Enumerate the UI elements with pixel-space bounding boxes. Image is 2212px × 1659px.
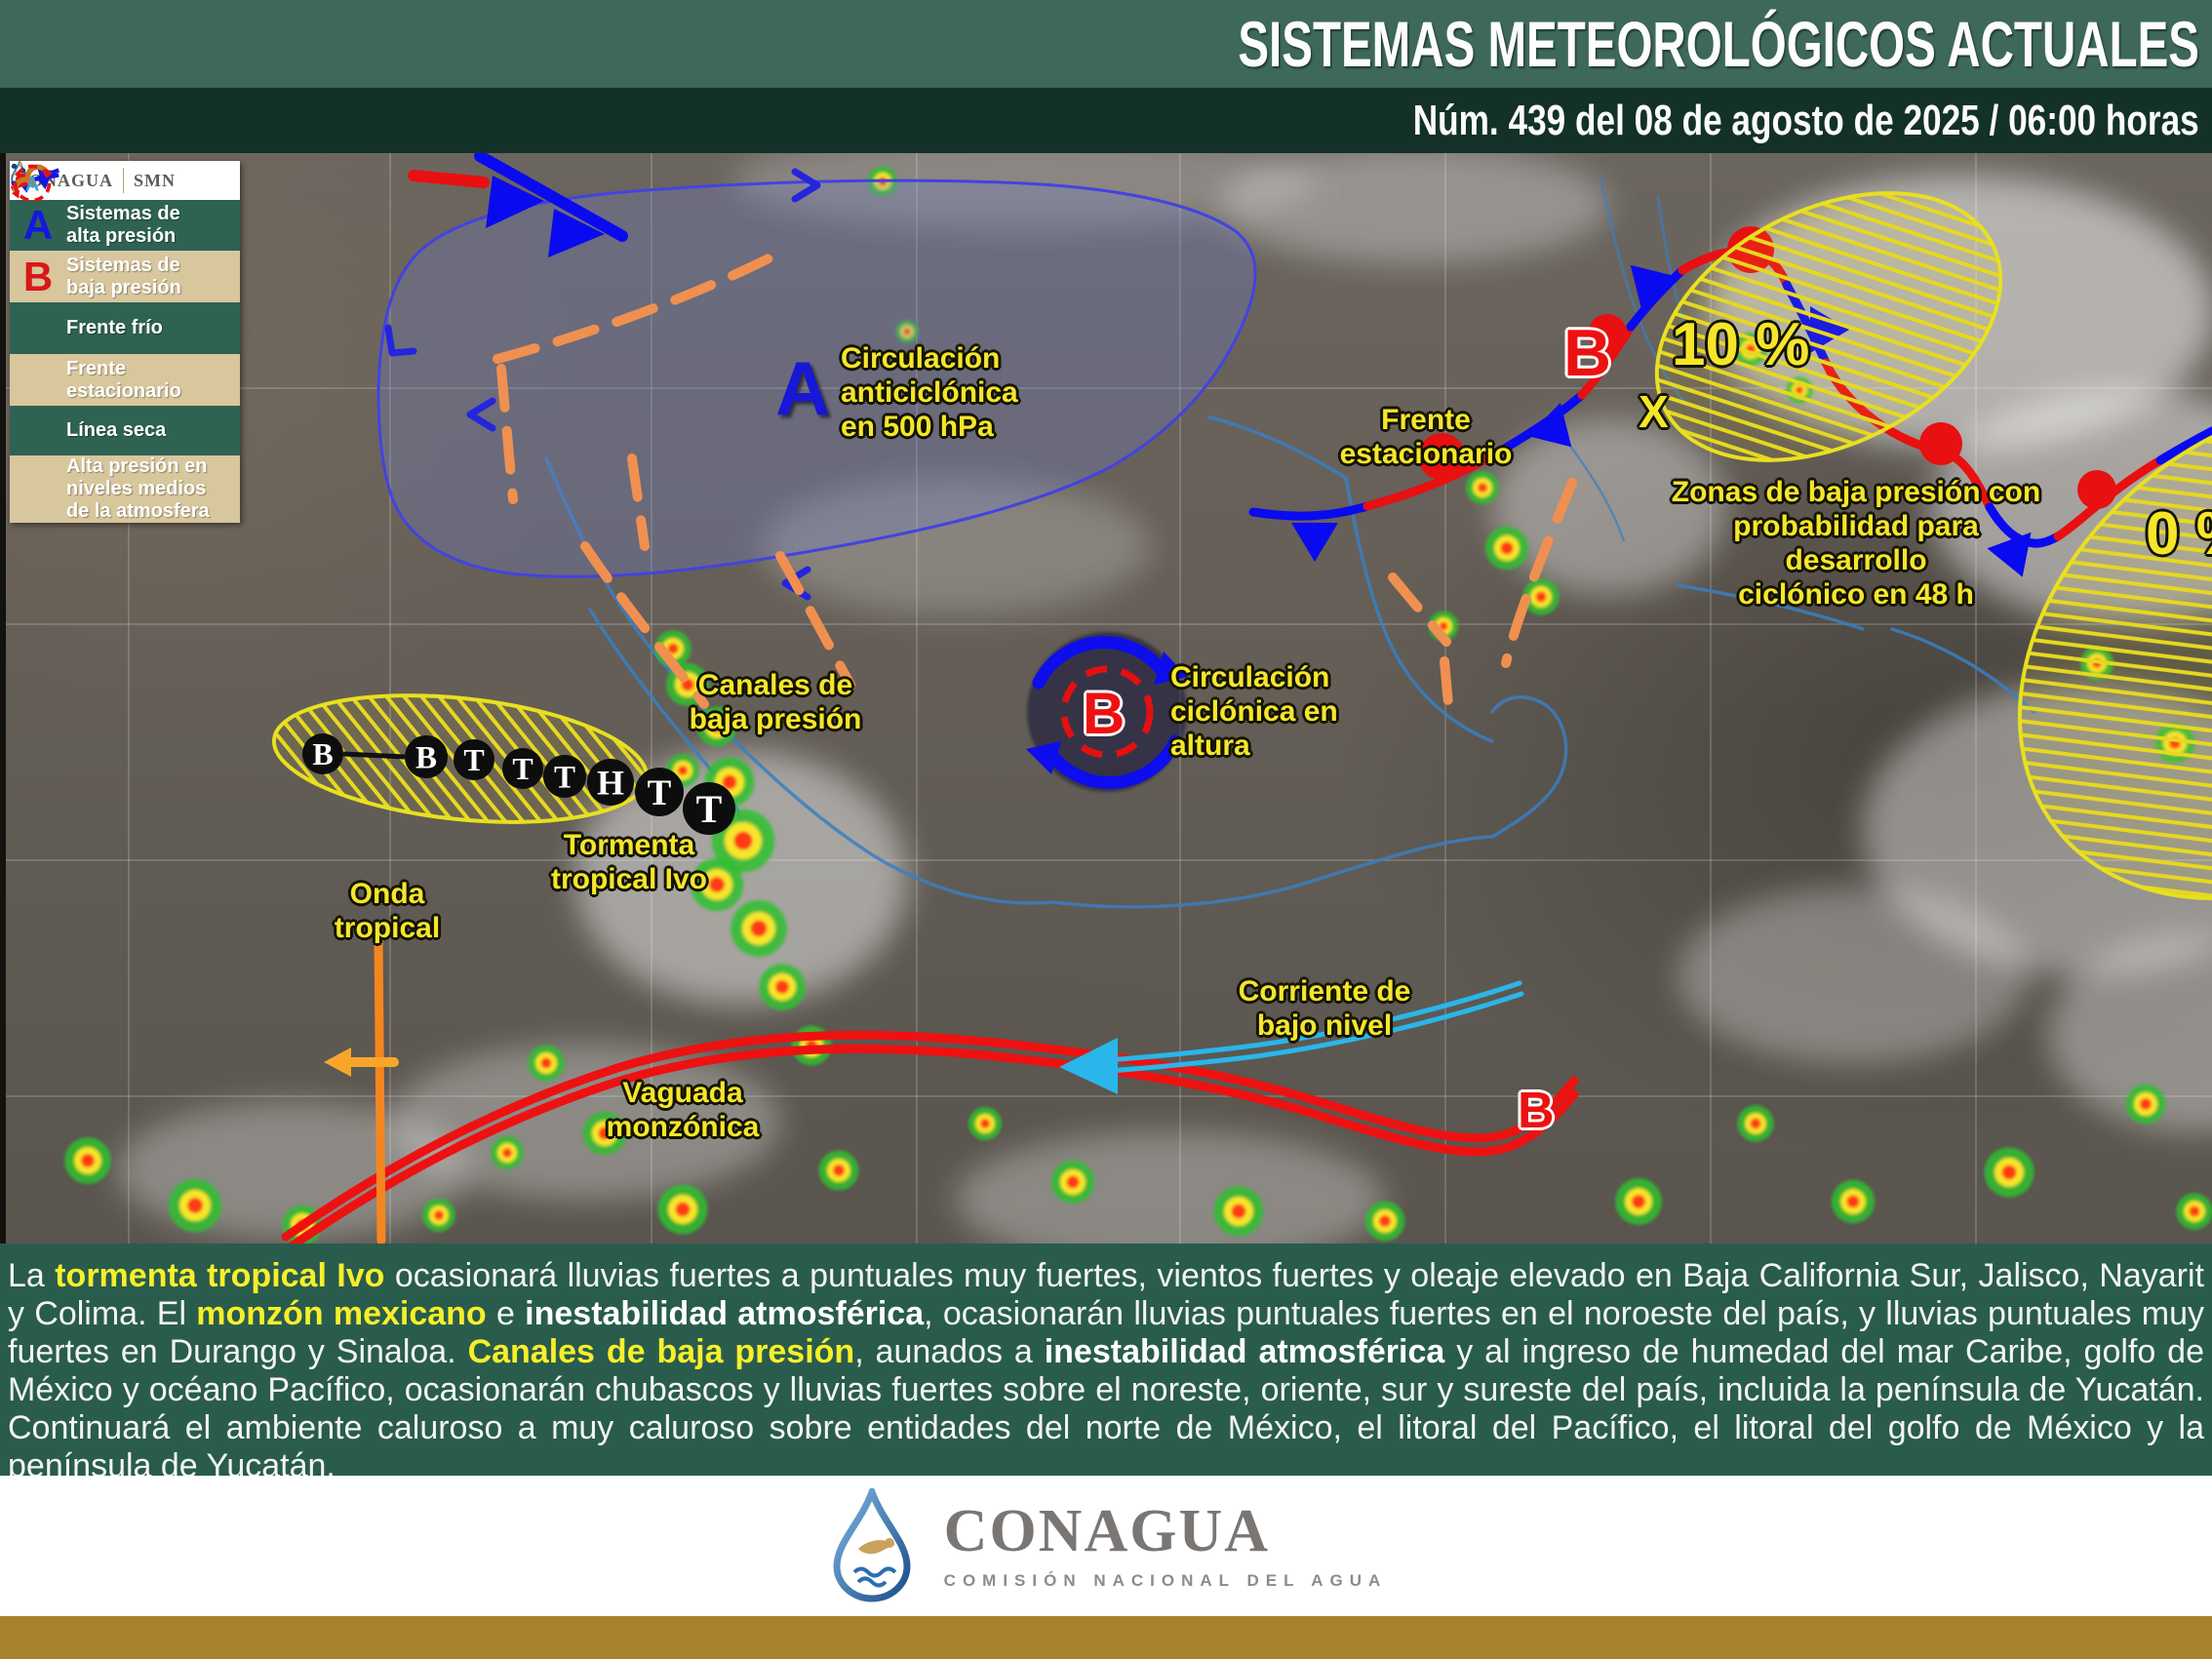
legend-item-label: Línea seca	[66, 419, 167, 441]
low-pressure-b-marker-north: B	[1563, 316, 1612, 390]
legend-item-cold-front: Frente frío	[10, 173, 240, 354]
footer-bar: CONAGUA COMISIÓN NACIONAL DEL AGUA	[0, 1476, 2212, 1616]
svg-text:T: T	[463, 742, 484, 777]
conagua-logo-drop-icon	[833, 1488, 911, 1602]
label-probability-0: 0 %	[2146, 500, 2212, 568]
legend-item-high-mid-level: A Alta presión en niveles medios de la a…	[10, 164, 240, 523]
tropical-wave-line	[324, 933, 399, 1244]
legend-item-low-pressure: B Sistemas de baja presión	[10, 251, 240, 302]
legend-item-label: Sistemas de baja presión	[66, 254, 181, 298]
low-pressure-channels	[493, 247, 1577, 709]
svg-text:T: T	[512, 751, 533, 786]
x-marker-icon: X	[1639, 386, 1669, 437]
svg-text:B: B	[415, 741, 437, 776]
high-pressure-a-marker: A	[775, 345, 831, 431]
monsoon-trough-line	[281, 1030, 1579, 1244]
map-legend: CONAGUA SMN A Sistemas de alta presión B…	[10, 161, 240, 523]
cyclonic-development-zones	[1654, 191, 2212, 901]
label-monsoon-trough: Vaguada monzónica	[606, 1077, 760, 1143]
footer-gold-bar	[0, 1616, 2212, 1659]
low-pressure-b-marker-trough: B	[1518, 1083, 1555, 1139]
subheader-bar: Núm. 439 del 08 de agosto de 2025 / 06:0…	[0, 88, 2212, 153]
cold-front	[408, 153, 628, 257]
svg-text:T: T	[554, 761, 575, 796]
label-low-level-jet: Corriente de bajo nivel	[1238, 975, 1411, 1042]
high-pressure-a-icon: A	[22, 202, 54, 248]
legend-item-label: Frente frío	[66, 317, 163, 338]
label-tropical-wave: Onda tropical	[334, 878, 441, 944]
low-pressure-b-marker-cyclonic: B	[1083, 681, 1126, 746]
label-probability-10: 10 %	[1672, 311, 1810, 378]
high-mid-level-icon: A	[11, 164, 54, 203]
label-development-zones: Zonas de baja presión con probabilidad p…	[1671, 476, 2041, 611]
footer-conagua-wordmark: CONAGUA	[943, 1498, 1270, 1564]
track-point: B B T T T H T T	[302, 733, 735, 835]
bulletin-number: Núm. 439 del 08 de agosto de 2025 / 06:0…	[1413, 96, 2200, 144]
svg-text:H: H	[597, 764, 624, 803]
storm-track: B B T T T H T T	[271, 693, 735, 835]
footer-logo-text: CONAGUA COMISIÓN NACIONAL DEL AGUA	[944, 1501, 1388, 1591]
low-level-jet-arrow	[1059, 980, 1524, 1094]
footer-conagua-subtext: COMISIÓN NACIONAL DEL AGUA	[943, 1571, 1388, 1590]
highlight-instability-2: inestabilidad atmosférica	[1044, 1333, 1445, 1370]
legend-smn-wordmark: SMN	[134, 170, 176, 190]
legend-divider	[123, 168, 124, 193]
highlight-instability-1: inestabilidad atmosférica	[525, 1295, 925, 1332]
anticyclone-region	[376, 168, 1257, 601]
header-bar: SISTEMAS METEOROLÓGICOS ACTUALES	[0, 0, 2212, 88]
legend-item-high-pressure: A Sistemas de alta presión	[10, 200, 240, 251]
legend-item-label: Frente estacionario	[66, 357, 181, 402]
low-pressure-b-icon: B	[22, 253, 54, 299]
label-low-pressure-channels: Canales de baja presión	[689, 669, 862, 735]
legend-item-label: Sistemas de alta presión	[66, 203, 180, 247]
svg-text:B: B	[312, 736, 333, 771]
map-overlay-graphics: B B T T T H T T	[0, 153, 2212, 1244]
svg-text:A: A	[25, 174, 40, 195]
cold-triangle-icon	[1291, 264, 2032, 577]
map-left-edge	[0, 153, 6, 1244]
highlight-storm-ivo: tormenta tropical Ivo	[55, 1257, 385, 1294]
label-stationary-front: Frente estacionario	[1339, 404, 1513, 470]
summary-band: La tormenta tropical Ivo ocasionará lluv…	[0, 1244, 2212, 1484]
cyclonic-circulation-icon	[1026, 632, 1188, 792]
label-cyclonic-circulation: Circulación ciclónica en altura	[1170, 661, 1338, 762]
flow-chevron-icon	[384, 168, 821, 601]
label-tropical-storm-ivo: Tormenta tropical Ivo	[550, 829, 708, 895]
satellite-map: B B T T T H T T	[0, 153, 2212, 1244]
highlight-monsoon: monzón mexicano	[196, 1295, 487, 1332]
summary-paragraph: La tormenta tropical Ivo ocasionará lluv…	[8, 1257, 2205, 1484]
page-title: SISTEMAS METEOROLÓGICOS ACTUALES	[1238, 8, 2200, 80]
legend-item-dry-line: Línea seca	[10, 164, 240, 455]
svg-text:T: T	[696, 787, 723, 831]
label-anticyclonic-circulation: Circulación anticiclónica en 500 hPa	[841, 342, 1018, 443]
svg-text:T: T	[648, 773, 672, 813]
legend-item-label: Alta presión en niveles medios de la atm…	[66, 455, 210, 522]
highlight-channels: Canales de baja presión	[467, 1333, 855, 1370]
legend-item-stationary-front: Frente estacionario	[10, 168, 240, 406]
